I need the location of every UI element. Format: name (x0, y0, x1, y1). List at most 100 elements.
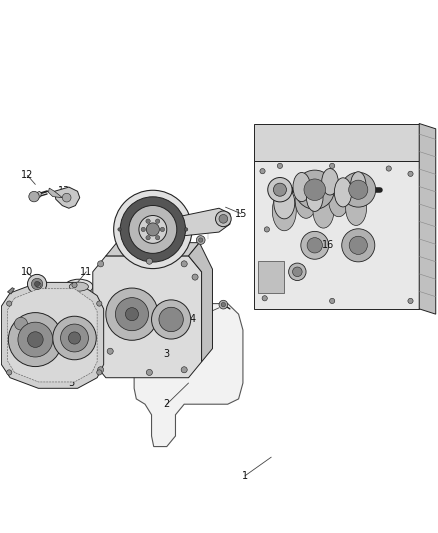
Text: 16: 16 (321, 240, 334, 251)
Ellipse shape (14, 300, 22, 308)
Circle shape (28, 332, 43, 348)
Text: 3: 3 (164, 349, 170, 359)
Text: 14: 14 (148, 230, 160, 240)
Ellipse shape (322, 168, 338, 195)
Circle shape (198, 238, 203, 242)
Circle shape (273, 183, 286, 196)
Circle shape (260, 168, 265, 174)
Polygon shape (254, 160, 419, 309)
Circle shape (342, 229, 375, 262)
Polygon shape (106, 243, 199, 256)
Circle shape (304, 179, 325, 200)
Text: 8: 8 (11, 302, 18, 312)
Polygon shape (134, 296, 243, 447)
Circle shape (141, 227, 145, 232)
Circle shape (114, 190, 192, 269)
Polygon shape (254, 124, 419, 160)
Polygon shape (30, 191, 42, 200)
Text: 4: 4 (190, 314, 196, 325)
Circle shape (97, 301, 102, 306)
Circle shape (219, 300, 228, 309)
Circle shape (106, 288, 158, 340)
Polygon shape (7, 288, 14, 294)
Circle shape (408, 171, 413, 176)
Polygon shape (258, 261, 284, 293)
Circle shape (97, 370, 102, 375)
Polygon shape (1, 282, 104, 389)
Circle shape (146, 258, 152, 264)
Circle shape (8, 312, 62, 367)
Circle shape (341, 172, 376, 207)
Circle shape (118, 228, 121, 231)
Text: 7: 7 (11, 333, 18, 343)
Circle shape (301, 231, 328, 259)
Circle shape (408, 298, 413, 303)
Ellipse shape (293, 173, 311, 201)
Circle shape (72, 282, 77, 288)
Circle shape (29, 191, 39, 202)
Circle shape (192, 274, 198, 280)
Polygon shape (54, 187, 80, 208)
Circle shape (268, 177, 292, 202)
Circle shape (139, 215, 167, 244)
Circle shape (160, 227, 165, 232)
Circle shape (120, 197, 185, 262)
Circle shape (146, 219, 150, 223)
Circle shape (155, 236, 160, 240)
Circle shape (125, 308, 138, 321)
Circle shape (196, 236, 205, 244)
Text: 2: 2 (164, 399, 170, 409)
Text: 9: 9 (61, 305, 67, 315)
Circle shape (329, 163, 335, 168)
Ellipse shape (272, 191, 296, 231)
Text: 12: 12 (21, 171, 34, 180)
Circle shape (152, 300, 191, 339)
Text: 15: 15 (235, 208, 247, 219)
Ellipse shape (328, 184, 349, 217)
Circle shape (184, 228, 188, 231)
Circle shape (7, 301, 12, 306)
Circle shape (98, 261, 104, 267)
Circle shape (349, 180, 368, 199)
Ellipse shape (11, 296, 25, 311)
Ellipse shape (346, 191, 367, 225)
Circle shape (7, 370, 12, 375)
Circle shape (18, 322, 53, 357)
Circle shape (155, 219, 160, 223)
Circle shape (295, 170, 334, 209)
Circle shape (181, 261, 187, 267)
Text: 1: 1 (242, 471, 248, 481)
Circle shape (53, 316, 96, 360)
Polygon shape (7, 289, 97, 382)
Circle shape (68, 332, 81, 344)
Ellipse shape (307, 184, 323, 212)
Circle shape (277, 163, 283, 168)
Circle shape (289, 263, 306, 280)
Circle shape (116, 297, 148, 330)
Circle shape (107, 348, 113, 354)
Ellipse shape (313, 193, 334, 228)
Ellipse shape (351, 172, 366, 197)
Polygon shape (48, 188, 62, 198)
Circle shape (181, 367, 187, 373)
Ellipse shape (55, 293, 76, 302)
Ellipse shape (295, 182, 317, 219)
Circle shape (215, 211, 231, 227)
Circle shape (264, 227, 269, 232)
Circle shape (36, 282, 41, 288)
Text: 10: 10 (21, 267, 33, 277)
Polygon shape (93, 256, 201, 378)
Ellipse shape (7, 309, 35, 338)
Text: 11: 11 (80, 267, 92, 277)
Circle shape (221, 302, 226, 307)
Text: 6: 6 (12, 365, 18, 375)
Circle shape (219, 214, 228, 223)
Circle shape (28, 274, 47, 294)
Circle shape (159, 308, 184, 332)
Circle shape (32, 278, 43, 289)
Polygon shape (153, 208, 230, 239)
Circle shape (307, 238, 322, 253)
Circle shape (146, 236, 150, 240)
Circle shape (386, 166, 391, 171)
Ellipse shape (14, 317, 28, 330)
